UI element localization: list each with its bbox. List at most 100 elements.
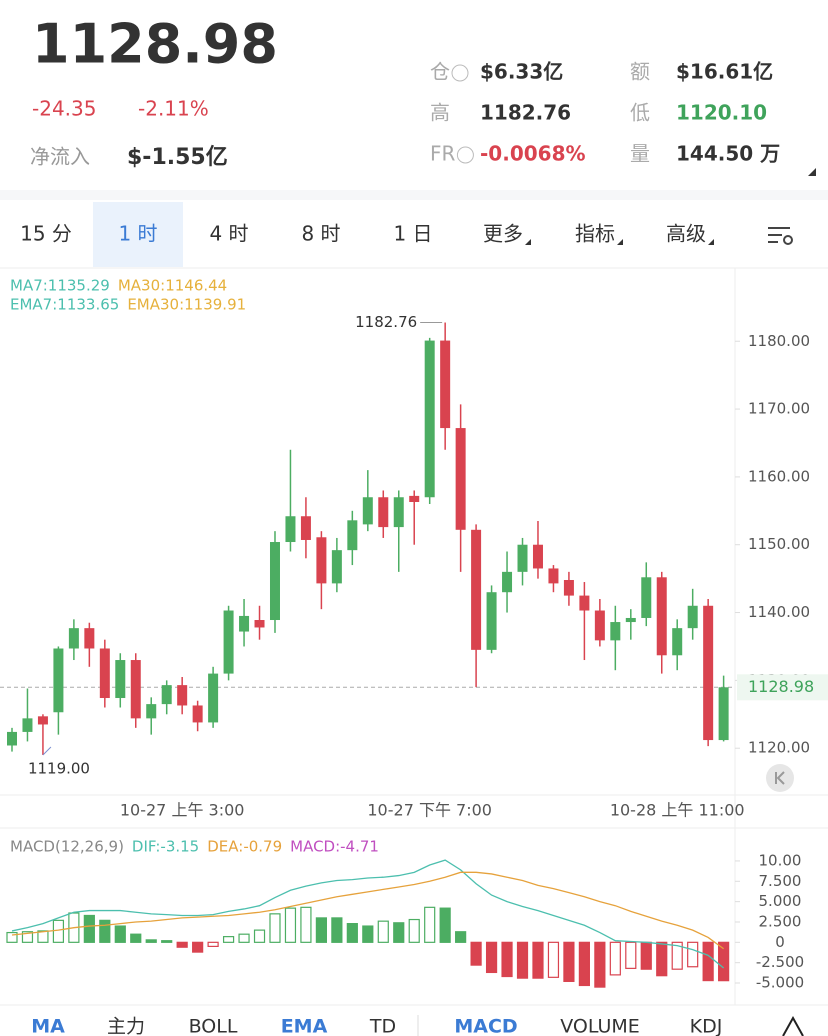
reset-button[interactable] <box>766 764 794 792</box>
candle-body <box>362 497 373 525</box>
interval-tab[interactable]: 8 时 <box>301 222 340 246</box>
y-tick-label: 1170.00 <box>748 400 810 418</box>
settings-icon[interactable] <box>768 227 793 245</box>
y-tick-label: 10.00 <box>759 851 802 869</box>
change-pct: -2.11% <box>138 97 209 121</box>
candle-body <box>471 529 482 650</box>
macd-bar <box>269 913 281 943</box>
high-label: 1182.76 <box>355 313 417 331</box>
candle-body <box>579 595 590 611</box>
price: 1128.98 <box>32 13 278 76</box>
macd-bar <box>331 917 343 943</box>
macd-bar <box>315 917 327 943</box>
macd-bar <box>671 941 683 970</box>
interval-tab[interactable]: 15 分 <box>20 222 72 246</box>
candle-body <box>300 516 311 540</box>
macd-bar <box>718 941 730 982</box>
x-tick-label: 10-28 上午 11:00 <box>610 801 745 820</box>
stat-value: 1120.10 <box>676 101 767 125</box>
candle-body <box>594 610 605 641</box>
y-tick-label: 1160.00 <box>748 467 810 485</box>
legend-entry: MACD:-4.71 <box>290 838 379 856</box>
candle-body <box>161 685 172 705</box>
indicator-tab[interactable]: EMA <box>281 1016 328 1036</box>
y-tick-label: 1140.00 <box>748 603 810 621</box>
y-tick-label: -5.000 <box>756 974 804 992</box>
y-tick-label: 1120.00 <box>748 739 810 757</box>
dropdown-icon <box>525 239 531 245</box>
macd-bar <box>594 941 606 988</box>
indicator-tab[interactable]: 主力 <box>107 1016 145 1036</box>
x-tick-label: 10-27 下午 7:00 <box>367 801 492 820</box>
macd-bar <box>393 922 405 943</box>
interval-tab[interactable]: 更多 <box>483 222 523 246</box>
macd-bar <box>99 919 111 943</box>
candle-body <box>378 497 389 528</box>
candle-body <box>393 497 404 528</box>
net-inflow: $-1.55亿 <box>127 145 228 170</box>
last-price-label: 1128.98 <box>748 677 814 696</box>
candle-body <box>223 610 234 674</box>
macd-bar <box>21 931 34 943</box>
legend-entry: EMA30:1139.91 <box>127 296 246 314</box>
macd-title: MACD(12,26,9) <box>10 838 124 856</box>
interval-tab[interactable]: 高级 <box>666 222 706 246</box>
macd-bar <box>362 925 374 943</box>
help-icon[interactable] <box>456 146 474 164</box>
candle-body <box>192 705 203 723</box>
stat-label: 高 <box>430 101 450 125</box>
candle-body <box>409 495 420 502</box>
interval-tab[interactable]: 1 时 <box>118 222 157 246</box>
candle-body <box>130 660 141 719</box>
legend-entry: MA30:1146.44 <box>118 277 227 295</box>
macd-bar <box>640 941 652 970</box>
x-tick-label: 10-27 上午 3:00 <box>120 801 245 820</box>
candle-body <box>610 622 621 641</box>
candle-body <box>672 628 683 656</box>
stat-value: $16.61亿 <box>676 60 773 84</box>
legend-entry: EMA7:1133.65 <box>10 296 119 314</box>
indicator-tab[interactable]: KDJ <box>690 1016 723 1036</box>
macd-bar <box>609 941 621 976</box>
indicator-tab[interactable]: MA <box>31 1016 65 1036</box>
macd-bar <box>192 941 204 953</box>
macd-bar <box>516 941 529 979</box>
macd-bar <box>238 933 250 943</box>
indicator-tab[interactable]: BOLL <box>189 1016 238 1036</box>
indicator-tab[interactable]: VOLUME <box>560 1016 640 1036</box>
candle-body <box>455 428 466 530</box>
interval-tab[interactable]: 指标 <box>575 222 615 246</box>
stat-value: -0.0068% <box>480 142 586 166</box>
interval-tab[interactable]: 1 日 <box>393 222 432 246</box>
macd-bar <box>83 914 95 943</box>
dropdown-icon <box>708 239 714 245</box>
candle-body <box>424 340 435 498</box>
interval-tab[interactable]: 4 时 <box>209 222 248 246</box>
indicator-tab[interactable]: TD <box>369 1016 396 1036</box>
candle-body <box>687 605 698 629</box>
low-marker <box>42 746 52 756</box>
macd-bar <box>145 939 157 943</box>
dropdown-icon <box>617 239 623 245</box>
stat-value: 1182.76 <box>480 101 571 125</box>
drawing-icon[interactable] <box>782 1015 804 1036</box>
macd-bar <box>161 940 173 943</box>
help-icon[interactable] <box>451 64 469 82</box>
stat-label: 低 <box>630 101 650 125</box>
indicator-tab[interactable]: MACD <box>454 1016 517 1036</box>
candle-body <box>68 628 79 649</box>
macd-bar <box>284 907 297 943</box>
macd-bar <box>687 941 699 968</box>
macd-bar <box>439 907 451 943</box>
candle-body <box>84 628 95 649</box>
candle-body <box>208 673 219 723</box>
y-tick-label: 0 <box>775 933 785 951</box>
legend-entry: DIF:-3.15 <box>132 838 199 856</box>
expand-icon[interactable] <box>808 168 816 176</box>
legend-entry: MA7:1135.29 <box>10 277 110 295</box>
candle-body <box>517 544 528 572</box>
macd-bar <box>176 941 188 948</box>
candle-body <box>37 716 48 725</box>
macd-bar <box>485 941 498 974</box>
